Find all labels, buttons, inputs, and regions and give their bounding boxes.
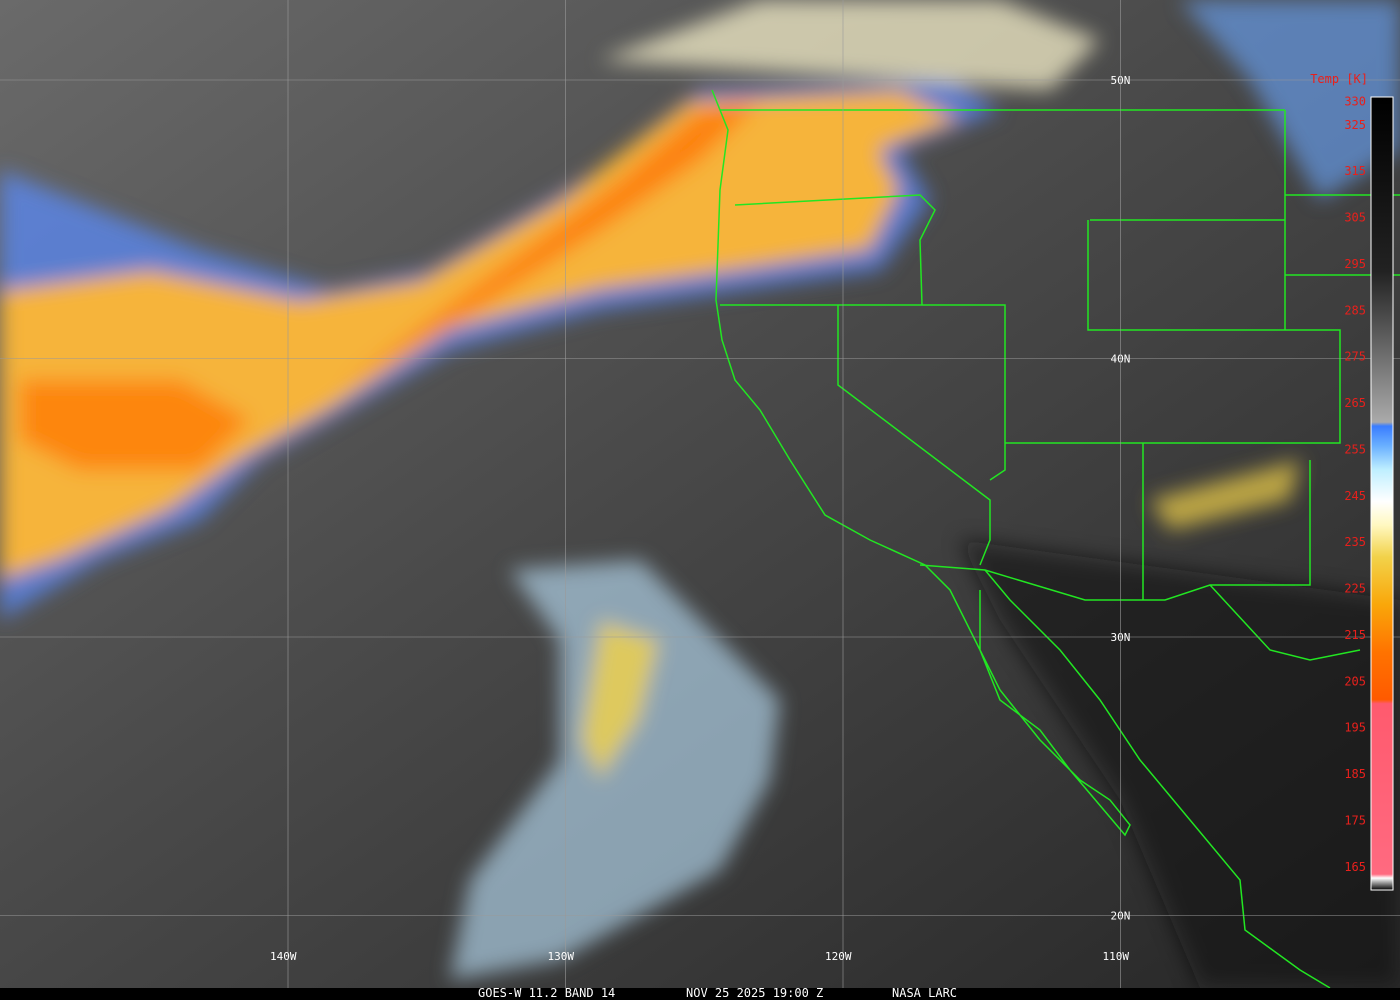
longitude-label: 130W: [548, 950, 575, 963]
colorbar-tick-label: 275: [1344, 350, 1366, 364]
colorbar-tick-label: 245: [1344, 489, 1366, 503]
longitude-label: 110W: [1103, 950, 1130, 963]
footer-time: NOV 25 2025 19:00 Z: [686, 986, 823, 1000]
colorbar-tick-label: 330: [1344, 95, 1366, 109]
colorbar-tick-label: 175: [1344, 813, 1366, 827]
footer-source: NASA LARC: [892, 986, 957, 1000]
colorbar: [1370, 96, 1394, 891]
colorbar-tick-label: 195: [1344, 721, 1366, 735]
coastlines-borders: [711, 89, 1400, 989]
colorbar-tick-label: 325: [1344, 118, 1366, 132]
colorbar-tick-label: 225: [1344, 582, 1366, 596]
colorbar-tick-label: 165: [1344, 860, 1366, 874]
footer-satellite: GOES-W 11.2 BAND 14: [478, 986, 615, 1000]
colorbar-tick-label: 305: [1344, 211, 1366, 225]
colorbar-tick-label: 295: [1344, 257, 1366, 271]
colorbar-tick-label: 285: [1344, 303, 1366, 317]
colorbar-tick-label: 185: [1344, 767, 1366, 781]
longitude-label: 120W: [825, 950, 852, 963]
longitude-label: 140W: [270, 950, 297, 963]
colorbar-tick-label: 265: [1344, 396, 1366, 410]
colorbar-tick-label: 315: [1344, 164, 1366, 178]
colorbar-tick-label: 235: [1344, 535, 1366, 549]
colorbar-title: Temp [K]: [1310, 72, 1368, 86]
colorbar-tick-label: 215: [1344, 628, 1366, 642]
colorbar-tick-label: 205: [1344, 674, 1366, 688]
colorbar-tick-label: 255: [1344, 442, 1366, 456]
footer-bar: [0, 988, 1400, 1000]
